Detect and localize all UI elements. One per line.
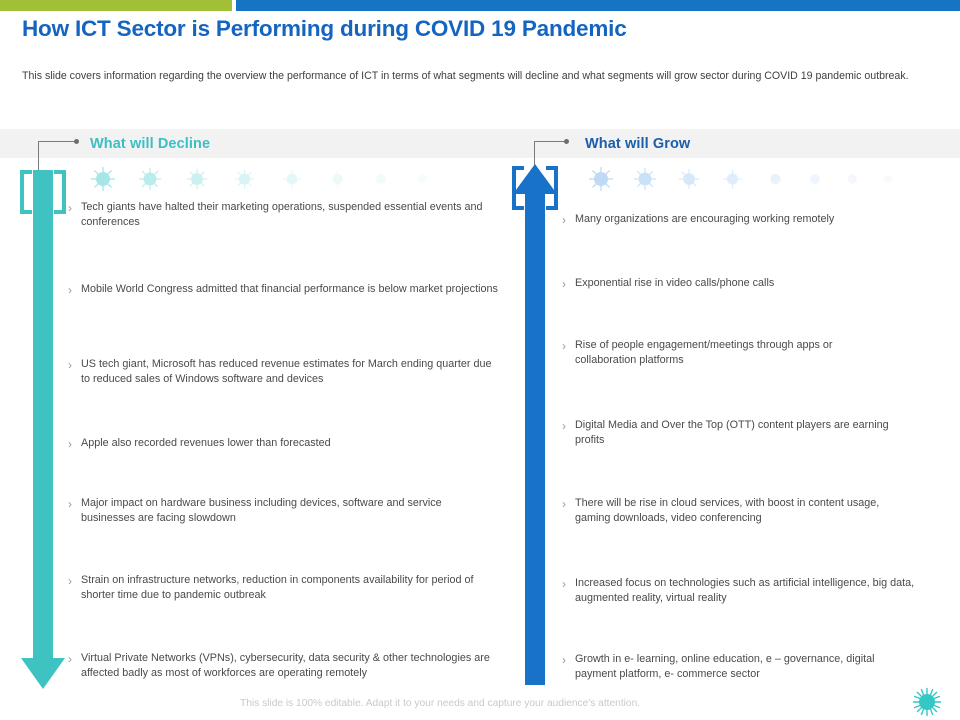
virus-icon (186, 168, 208, 190)
list-item-label: Apple also recorded revenues lower than … (81, 437, 331, 449)
list-item: › Mobile World Congress admitted that fi… (68, 282, 498, 298)
list-item-label: Strain on infrastructure networks, reduc… (81, 574, 474, 601)
list-item-label: Major impact on hardware business includ… (81, 497, 442, 524)
list-item: › Rise of people engagement/meetings thr… (562, 338, 872, 368)
list-item-label: Mobile World Congress admitted that fina… (81, 283, 498, 295)
virus-icon (90, 166, 116, 192)
list-item-label: There will be rise in cloud services, wi… (575, 497, 880, 524)
bullet-chevron-icon: › (68, 497, 72, 511)
list-item: › Virtual Private Networks (VPNs), cyber… (68, 651, 500, 681)
bullet-chevron-icon: › (68, 358, 72, 372)
connector-grow (534, 139, 576, 186)
list-item-label: US tech giant, Microsoft has reduced rev… (81, 358, 492, 385)
virus-icon (678, 168, 700, 190)
bracket-bottom-left (20, 170, 32, 214)
bullet-chevron-icon: › (562, 577, 566, 591)
connector-decline (38, 139, 80, 186)
list-item: › Increased focus on technologies such a… (562, 576, 918, 606)
list-item: › Digital Media and Over the Top (OTT) c… (562, 418, 902, 448)
virus-icon (880, 171, 896, 187)
footer-note: This slide is 100% editable. Adapt it to… (240, 698, 641, 709)
slide-title: How ICT Sector is Performing during COVI… (22, 16, 627, 41)
virus-icon (414, 171, 431, 188)
virus-icon (844, 171, 861, 188)
virus-icon (633, 167, 657, 191)
bullet-chevron-icon: › (562, 419, 566, 433)
list-item-label: Many organizations are encouraging worki… (575, 213, 835, 225)
bullet-chevron-icon: › (68, 652, 72, 666)
bracket-bottom-right (546, 166, 558, 210)
list-item-label: Rise of people engagement/meetings throu… (575, 339, 833, 366)
coronavirus-icon (912, 687, 942, 720)
bracket-bottom-left (512, 166, 524, 210)
list-item: › There will be rise in cloud services, … (562, 496, 902, 526)
list-item: › Apple also recorded revenues lower tha… (68, 436, 493, 452)
slide-intro-text: This slide covers information regarding … (22, 70, 909, 82)
list-item-label: Digital Media and Over the Top (OTT) con… (575, 419, 889, 446)
virus-icon (722, 169, 743, 190)
list-item-label: Virtual Private Networks (VPNs), cyberse… (81, 652, 490, 679)
virus-icon (328, 170, 347, 189)
top-accent-bar-green (0, 0, 232, 11)
list-item: › Growth in e- learning, online educatio… (562, 652, 918, 682)
list-item-label: Increased focus on technologies such as … (575, 577, 915, 604)
bullet-chevron-icon: › (562, 497, 566, 511)
bullet-chevron-icon: › (562, 653, 566, 667)
virus-icon (282, 169, 302, 189)
column-heading-grow: What will Grow (585, 136, 691, 152)
virus-icon (138, 167, 162, 191)
bullet-chevron-icon: › (68, 201, 72, 215)
virus-dot-row-decline (90, 162, 460, 196)
bullet-chevron-icon: › (68, 437, 72, 451)
column-heading-decline: What will Decline (90, 136, 211, 152)
bullet-chevron-icon: › (562, 277, 566, 291)
virus-icon (234, 169, 255, 190)
virus-icon (766, 170, 785, 189)
bullet-chevron-icon: › (68, 574, 72, 588)
bullet-chevron-icon: › (68, 283, 72, 297)
section-header-band (0, 129, 960, 158)
list-item: › Major impact on hardware business incl… (68, 496, 498, 526)
bracket-bottom-right (54, 170, 66, 214)
list-item-label: Growth in e- learning, online education,… (575, 653, 875, 680)
virus-icon (588, 166, 614, 192)
list-item: › US tech giant, Microsoft has reduced r… (68, 357, 493, 387)
bullet-chevron-icon: › (562, 213, 566, 227)
list-item: › Many organizations are encouraging wor… (562, 212, 922, 228)
top-accent-bar-blue (236, 0, 960, 11)
virus-dot-row-grow (588, 162, 918, 196)
list-item: › Tech giants have halted their marketin… (68, 200, 493, 230)
list-item-label: Tech giants have halted their marketing … (81, 201, 483, 228)
list-item: › Strain on infrastructure networks, red… (68, 573, 493, 603)
virus-icon (806, 170, 824, 188)
arrow-head-down (21, 658, 65, 689)
virus-icon (372, 170, 390, 188)
list-item-label: Exponential rise in video calls/phone ca… (575, 277, 775, 289)
list-item: › Exponential rise in video calls/phone … (562, 276, 922, 292)
bullet-chevron-icon: › (562, 339, 566, 353)
